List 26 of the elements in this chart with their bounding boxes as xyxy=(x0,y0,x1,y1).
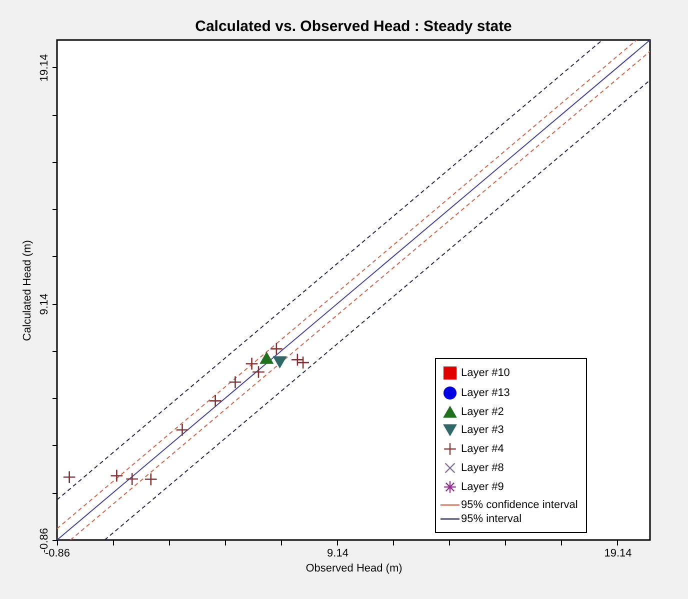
legend-label: Layer #3 xyxy=(461,424,504,436)
legend-label: Layer #2 xyxy=(461,406,504,418)
legend-label: 95% interval xyxy=(461,513,522,525)
x-axis-title: Observed Head (m) xyxy=(306,562,402,574)
point xyxy=(110,469,124,482)
x-tick-label: 19.14 xyxy=(604,548,632,560)
point xyxy=(273,356,286,368)
y-tick-label: 9.14 xyxy=(38,293,50,315)
legend-label: Layer #8 xyxy=(461,462,504,474)
point xyxy=(176,423,189,436)
legend-label: Layer #9 xyxy=(461,481,504,493)
chart-title: Calculated vs. Observed Head : Steady state xyxy=(195,18,512,35)
legend-label: 95% confidence interval xyxy=(461,499,578,511)
point xyxy=(126,472,139,486)
point xyxy=(260,352,274,364)
legend-label: Layer #13 xyxy=(461,387,510,399)
x-tick-label: 9.14 xyxy=(327,548,348,560)
point xyxy=(270,342,283,356)
legend-label: Layer #4 xyxy=(461,443,504,455)
legend-label: Layer #10 xyxy=(461,367,510,379)
point xyxy=(62,470,76,484)
y-tick-label: 19.14 xyxy=(38,54,50,82)
point xyxy=(208,394,222,408)
point xyxy=(144,472,158,486)
y-axis-title: Calculated Head (m) xyxy=(22,240,34,341)
point xyxy=(228,376,242,389)
